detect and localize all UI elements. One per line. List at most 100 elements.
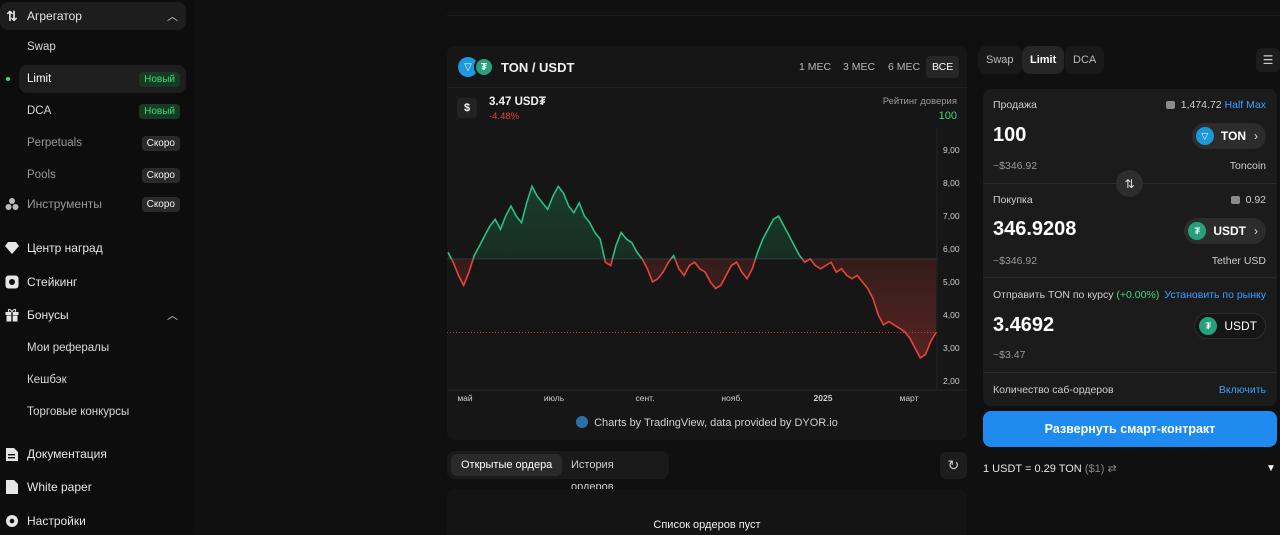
tab-order-history[interactable]: История ордеров [571, 459, 614, 493]
x-tick-label: март [899, 393, 918, 403]
chevron-up-icon: ︿ [167, 310, 178, 322]
tab-limit[interactable]: Limit [1022, 46, 1065, 74]
sidebar-item-whitepaper[interactable]: White paper [0, 473, 186, 501]
limit-price-input[interactable]: 3.4692 [993, 314, 1055, 336]
sell-balance: 1,474.72 Half Max [1165, 99, 1266, 111]
dollar-icon: $ [457, 98, 477, 118]
sidebar-item-aggregator[interactable]: ⇅ Агрегатор ︿ [0, 2, 186, 30]
filter-settings-icon[interactable]: ☰ [1256, 48, 1280, 72]
range-3m-button[interactable]: 3 МЕС [843, 61, 876, 73]
swap-direction-icon[interactable]: ⇅ [1116, 170, 1143, 197]
sidebar-item-contests[interactable]: Торговые конкурсы [0, 398, 186, 426]
sidebar-item-tools[interactable]: Инструменты Скоро [0, 190, 186, 218]
sidebar-item-settings[interactable]: Настройки [0, 507, 186, 535]
attribution-text: Charts by TradingView, data provided by … [594, 417, 838, 429]
y-tick-label: 7,00 [943, 211, 960, 221]
buy-token-name: Tether USD [1211, 255, 1266, 267]
price-line-up [447, 184, 812, 259]
ton-icon: ▽ [458, 57, 478, 77]
sidebar-item-label: Центр наград [27, 241, 103, 255]
active-dot [6, 77, 10, 81]
half-button[interactable]: Half [1224, 99, 1244, 111]
wallet-icon [1165, 101, 1175, 109]
refresh-icon[interactable]: ↻ [940, 452, 967, 479]
tab-swap[interactable]: Swap [978, 46, 1022, 74]
gift-icon [4, 307, 20, 323]
sidebar-item-referrals[interactable]: Мои рефералы [0, 334, 186, 362]
area-below-baseline [448, 258, 936, 358]
y-tick-label: 4,00 [943, 310, 960, 320]
tab-open-orders[interactable]: Открытые ордера [451, 454, 563, 476]
sidebar-item-bonuses[interactable]: Бонусы ︿ [0, 301, 186, 329]
swap-arrows-icon: ⇅ [6, 7, 18, 24]
y-tick-label: 2,00 [943, 376, 960, 386]
price-change: -4.48% [489, 111, 520, 122]
suborders-label: Количество саб-ордеров [993, 384, 1114, 396]
sidebar-item-label: Агрегатор [27, 9, 82, 23]
sidebar-item-dca[interactable]: DCA Новый [0, 97, 186, 125]
orders-tabs: Открытые ордера История ордеров [447, 451, 669, 493]
ton-icon: ▽ [1195, 127, 1214, 145]
sidebar-item-label: White paper [27, 480, 92, 494]
expand-down-icon[interactable]: ▼ [1266, 463, 1276, 474]
sidebar-item-swap[interactable]: Swap [0, 33, 186, 61]
x-tick-label: июль [544, 393, 565, 403]
range-6m-button[interactable]: 6 МЕС [888, 61, 921, 73]
limit-price-text: Отправить TON по курсу [993, 289, 1114, 301]
sidebar-item-label: Perpetuals [27, 137, 82, 149]
sell-token-symbol: TON [1220, 129, 1246, 143]
buy-label: Покупка [993, 194, 1033, 206]
sidebar-item-cashback[interactable]: Кешбэк [0, 366, 186, 394]
sell-usd-value: ~$346.92 [993, 160, 1038, 172]
y-tick-label: 5,00 [943, 277, 960, 287]
tradingview-attribution[interactable]: Charts by TradingView, data provided by … [447, 416, 967, 429]
price-line-down [450, 258, 937, 360]
enable-suborders-button[interactable]: Включить [1218, 384, 1266, 396]
sell-amount-input[interactable]: 100 [993, 124, 1027, 146]
header-divider [447, 15, 1280, 16]
wallet-icon [1230, 196, 1240, 204]
chart-panel: ▽ ₮ TON / USDT 1 МЕС 3 МЕС 6 МЕС ВСЕ $ 3… [447, 46, 967, 440]
usdt-icon: ₮ [1188, 222, 1207, 240]
sell-token-selector[interactable]: ▽ TON › [1191, 123, 1266, 149]
trust-rating-value: 100 [938, 110, 957, 122]
max-button[interactable]: Max [1246, 99, 1266, 111]
paper-icon [4, 479, 20, 495]
swap-rate-icon[interactable]: ⇄ [1107, 463, 1117, 475]
y-tick-label: 8,00 [943, 178, 960, 188]
sidebar: ⇅ Агрегатор ︿ Swap Limit Новый DCA Новый… [0, 0, 193, 535]
x-tick-label: сент. [636, 393, 655, 403]
staking-icon [4, 274, 20, 290]
tools-icon [4, 196, 20, 212]
sidebar-item-limit[interactable]: Limit Новый [19, 65, 186, 93]
buy-token-selector[interactable]: ₮ USDT › [1184, 218, 1266, 244]
diamond-icon [4, 240, 20, 256]
tradingview-icon [576, 416, 589, 428]
x-tick-label: май [457, 393, 473, 403]
tab-dca[interactable]: DCA [1065, 46, 1105, 74]
price-chart[interactable]: 9,00 8,00 7,00 6,00 5,00 4,00 3,00 2,00 май июль с… [447, 128, 967, 406]
usdt-icon: ₮ [1199, 317, 1218, 335]
set-market-price-button[interactable]: Установить по рынку [1164, 289, 1266, 301]
range-all-button[interactable]: ВСЕ [926, 56, 960, 78]
y-tick-label: 6,00 [943, 244, 960, 254]
sidebar-item-label: Торговые конкурсы [27, 406, 130, 418]
sidebar-item-label: DCA [27, 105, 52, 117]
sidebar-item-rewards[interactable]: Центр наград [0, 234, 186, 262]
sidebar-item-label: Стейкинг [27, 275, 78, 289]
x-tick-label: 2025 [814, 393, 833, 403]
sidebar-item-label: Pools [27, 169, 56, 181]
buy-balance-value: 0.92 [1245, 194, 1266, 206]
pair-header: ▽ ₮ TON / USDT 1 МЕС 3 МЕС 6 МЕС ВСЕ [447, 46, 967, 88]
area-above-baseline [448, 186, 803, 259]
range-1m-button[interactable]: 1 МЕС [799, 61, 832, 73]
deploy-contract-button[interactable]: Развернуть смарт-контракт [983, 411, 1277, 447]
sidebar-item-perpetuals[interactable]: Perpetuals Скоро [0, 129, 186, 157]
trust-rating-label: Рейтинг доверия [882, 96, 957, 107]
chevron-up-icon: ︿ [167, 11, 178, 23]
sidebar-item-docs[interactable]: Документация [0, 440, 186, 468]
chevron-right-icon: › [1254, 129, 1258, 143]
sidebar-item-staking[interactable]: Стейкинг [0, 268, 186, 296]
orders-list: Список ордеров пуст [447, 489, 967, 535]
sidebar-item-pools[interactable]: Pools Скоро [0, 161, 186, 189]
